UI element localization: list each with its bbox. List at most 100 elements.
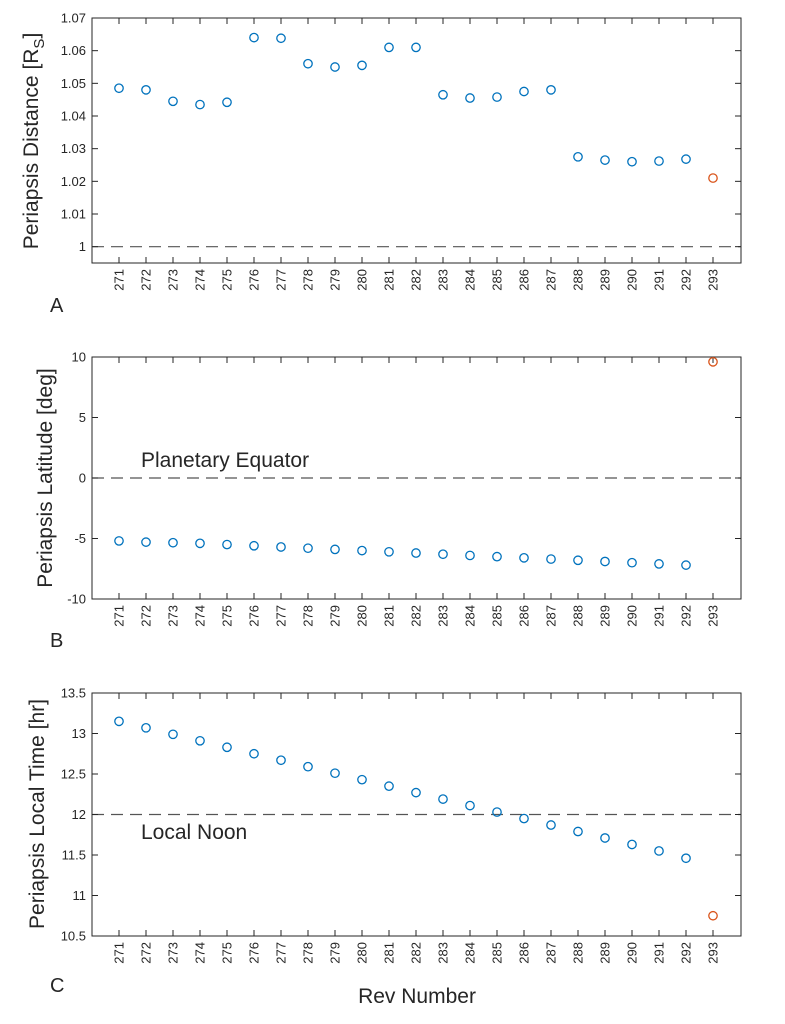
x-tick-label: 275 <box>220 605 235 627</box>
x-tick-label: 276 <box>247 269 262 291</box>
y-tick-label: 1.04 <box>61 109 86 124</box>
panel-c-xticks: 271 272 273 274 275 276 277 278 279 280 281 282 283 2… <box>112 693 721 964</box>
y-tick-label: 1.01 <box>61 207 86 222</box>
y-tick-label: 12.5 <box>61 767 86 782</box>
y-tick-label: 11.5 <box>62 848 86 863</box>
data-point <box>573 826 583 837</box>
x-tick-label: 289 <box>598 269 613 291</box>
panel-b-refline-label: Planetary Equator <box>141 449 309 472</box>
data-point <box>600 556 610 567</box>
data-point <box>573 555 583 566</box>
data-point <box>222 742 232 753</box>
x-tick-label: 283 <box>436 605 451 627</box>
x-tick-label: 282 <box>409 605 424 627</box>
highlight-point <box>708 356 718 367</box>
data-point <box>519 86 529 97</box>
x-tick-label: 272 <box>139 269 154 291</box>
data-point <box>546 554 556 564</box>
data-point <box>384 781 394 792</box>
panel-a-ylabel: Periapsis Distance [RS] <box>20 33 48 250</box>
x-tick-label: 280 <box>355 605 370 627</box>
y-tick-label: 1 <box>79 239 86 254</box>
data-point <box>600 833 610 843</box>
x-tick-label: 278 <box>301 269 316 291</box>
x-tick-label: 272 <box>139 605 154 627</box>
data-point <box>438 89 448 100</box>
y-tick-label: 12 <box>72 807 86 822</box>
x-tick-label: 288 <box>571 269 586 291</box>
x-tick-label: 273 <box>166 269 181 291</box>
data-point <box>330 768 340 779</box>
x-tick-label: 290 <box>625 942 640 964</box>
data-point <box>141 722 151 733</box>
data-point <box>465 93 475 103</box>
data-point <box>492 807 502 817</box>
data-point <box>519 553 529 563</box>
data-point <box>114 536 124 546</box>
y-tick-label: 11 <box>73 888 87 903</box>
x-tick-label: 278 <box>301 942 316 964</box>
x-tick-label: 288 <box>571 942 586 964</box>
panel-b: -10 -5 0 5 10 271 272 273 274 275 276 277 278 279 280… <box>34 350 742 652</box>
x-tick-label: 279 <box>328 269 343 291</box>
data-point <box>546 820 556 830</box>
data-point <box>114 83 124 94</box>
x-tick-label: 273 <box>166 942 181 964</box>
data-point <box>681 154 691 164</box>
panel-c-points <box>114 716 718 921</box>
panel-b-letter: B <box>50 630 63 652</box>
panel-c-ylabel: Periapsis Local Time [hr] <box>26 699 49 929</box>
y-tick-label: 13 <box>72 726 86 741</box>
panel-c-yticks: 10.5 11 11.5 12 12.5 13 13.5 <box>61 686 741 944</box>
data-point <box>249 32 259 43</box>
data-point <box>276 542 286 552</box>
data-point <box>141 537 151 547</box>
data-point <box>681 560 691 570</box>
x-tick-label: 286 <box>517 942 532 964</box>
y-tick-label: 13.5 <box>61 686 86 701</box>
x-tick-label: 281 <box>382 942 397 964</box>
x-tick-label: 287 <box>544 942 559 964</box>
data-point <box>654 846 664 856</box>
x-tick-label: 282 <box>409 942 424 964</box>
data-point <box>141 85 151 95</box>
x-tick-label: 278 <box>301 605 316 627</box>
panel-a-letter: A <box>50 295 64 317</box>
data-point <box>600 155 610 165</box>
x-tick-label: 286 <box>517 605 532 627</box>
data-point <box>330 544 340 555</box>
x-tick-label: 273 <box>166 605 181 627</box>
data-point <box>303 761 313 772</box>
x-tick-label: 285 <box>490 605 505 627</box>
data-point <box>168 729 178 740</box>
x-tick-label: 277 <box>274 605 289 627</box>
x-tick-label: 272 <box>139 942 154 964</box>
y-tick-label: 1.03 <box>61 141 86 156</box>
panel-c-refline-label: Local Noon <box>141 821 247 844</box>
data-point <box>681 853 691 864</box>
data-point <box>330 62 340 72</box>
x-tick-label: 282 <box>409 269 424 291</box>
x-tick-label: 281 <box>382 269 397 291</box>
x-tick-label: 288 <box>571 605 586 627</box>
panel-b-yticks: -10 -5 0 5 10 <box>67 350 741 607</box>
data-point <box>438 794 448 804</box>
y-tick-label: -5 <box>74 531 86 546</box>
x-tick-label: 290 <box>625 269 640 291</box>
data-point <box>222 97 232 108</box>
x-tick-label: 283 <box>436 942 451 964</box>
data-point <box>492 551 502 562</box>
x-tick-label: 291 <box>652 605 667 627</box>
data-point <box>492 92 502 102</box>
panel-a-yticks: 1 1.01 1.02 1.03 1.04 1.05 1.06 1.07 <box>61 11 741 254</box>
x-tick-label: 274 <box>193 942 208 964</box>
x-tick-label: 275 <box>220 269 235 291</box>
panel-b-ylabel: Periapsis Latitude [deg] <box>34 368 57 587</box>
data-point <box>357 60 367 71</box>
data-point <box>465 550 475 561</box>
data-point <box>249 748 259 759</box>
panel-c-xlabel: Rev Number <box>358 985 476 1008</box>
x-tick-label: 279 <box>328 942 343 964</box>
x-tick-label: 271 <box>112 942 127 964</box>
